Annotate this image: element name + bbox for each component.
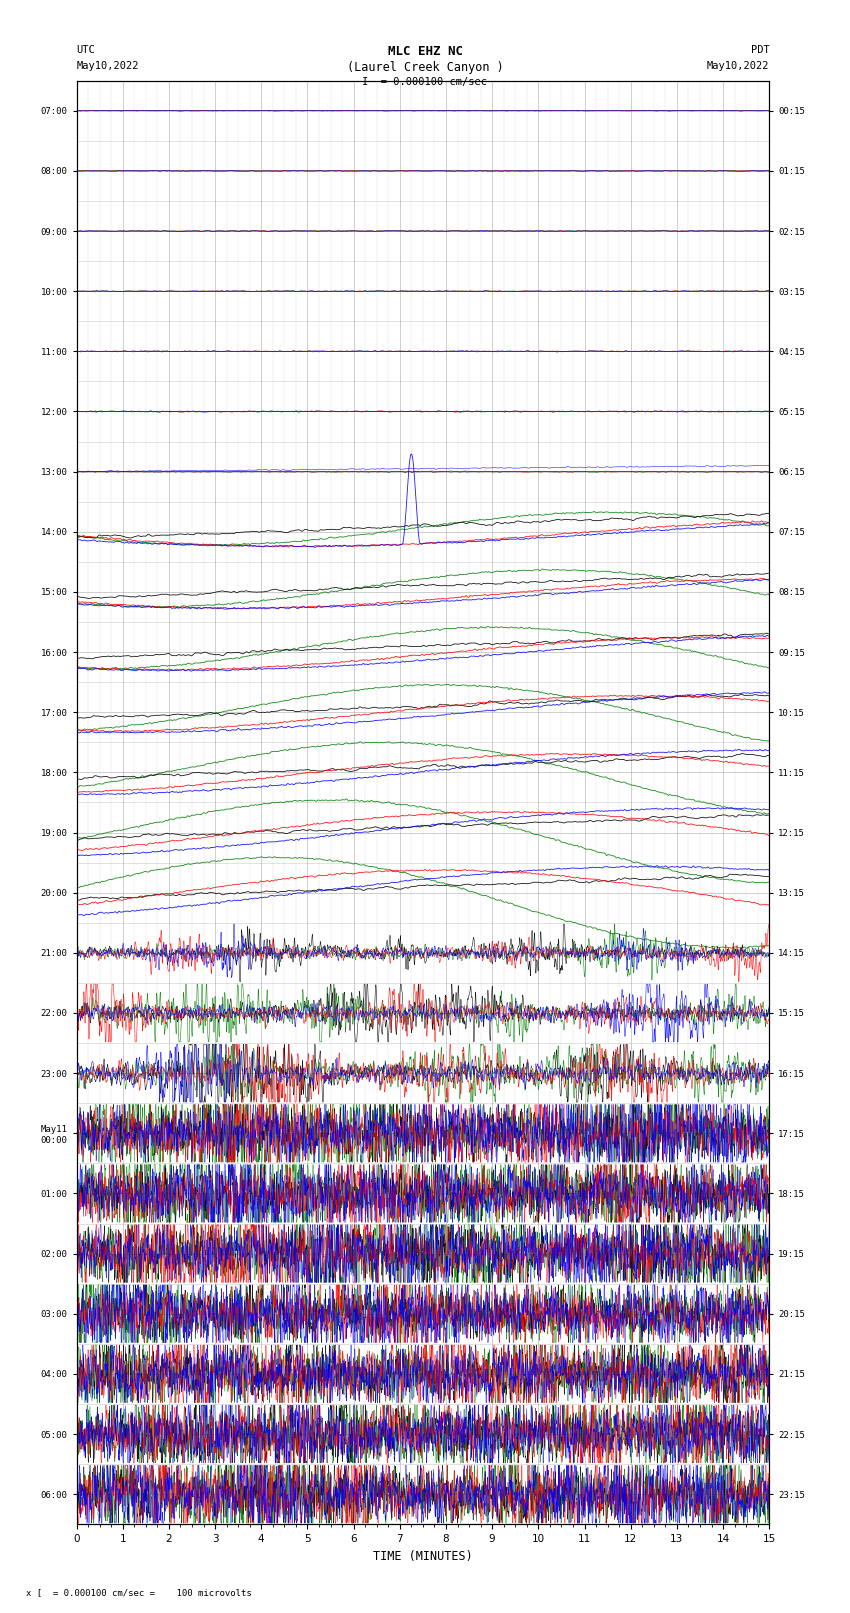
Text: MLC EHZ NC: MLC EHZ NC	[388, 45, 462, 58]
Text: (Laurel Creek Canyon ): (Laurel Creek Canyon )	[347, 61, 503, 74]
Text: PDT: PDT	[751, 45, 769, 55]
Text: May10,2022: May10,2022	[76, 61, 139, 71]
Text: UTC: UTC	[76, 45, 95, 55]
Text: I  = 0.000100 cm/sec: I = 0.000100 cm/sec	[362, 77, 488, 87]
X-axis label: TIME (MINUTES): TIME (MINUTES)	[373, 1550, 473, 1563]
Text: May10,2022: May10,2022	[706, 61, 769, 71]
Text: x [  = 0.000100 cm/sec =    100 microvolts: x [ = 0.000100 cm/sec = 100 microvolts	[26, 1587, 252, 1597]
